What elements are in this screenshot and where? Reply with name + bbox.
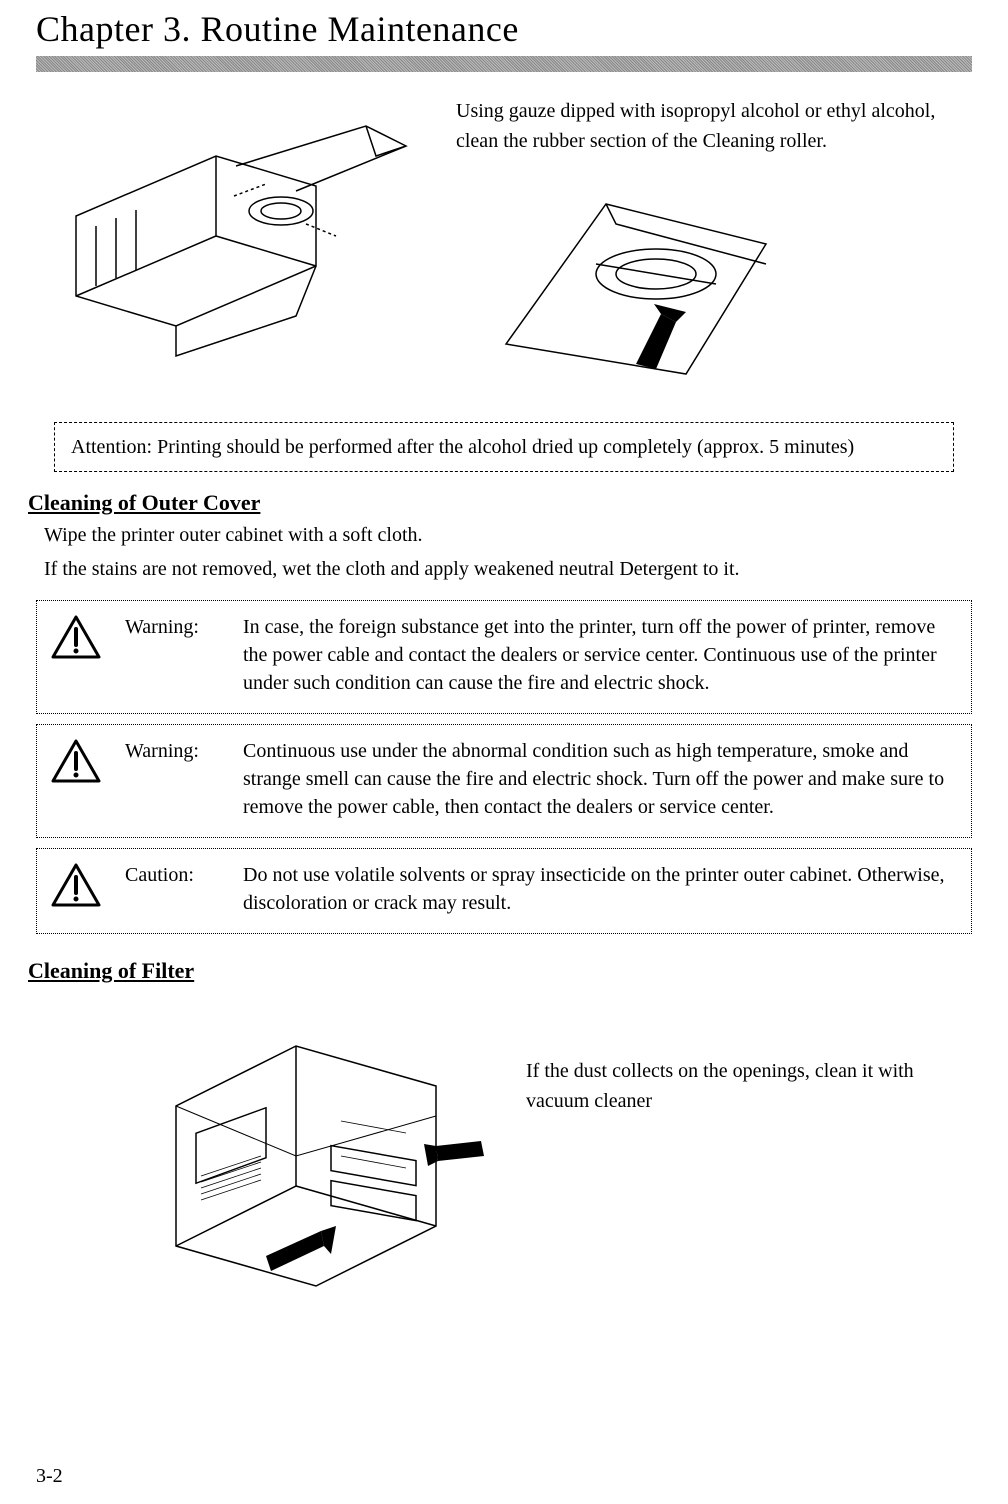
top-row: Using gauze dipped with isopropyl alcoho… [36, 96, 972, 394]
warning-icon [51, 737, 107, 821]
roller-closeup-figure [486, 164, 806, 394]
caution-box: Caution: Do not use volatile solvents or… [36, 848, 972, 934]
filter-text: If the dust collects on the openings, cl… [526, 996, 972, 1306]
intro-text: Using gauze dipped with isopropyl alcoho… [456, 96, 972, 156]
warning-box-2: Warning: Continuous use under the abnorm… [36, 724, 972, 838]
warning-label: Warning: [125, 613, 225, 697]
printer-rear-svg [106, 996, 506, 1306]
caution-text: Do not use volatile solvents or spray in… [243, 861, 957, 917]
chapter-title: Chapter 3. Routine Maintenance [36, 0, 972, 56]
section-outer-cover-heading: Cleaning of Outer Cover [28, 490, 972, 516]
warning-text: Continuous use under the abnormal condit… [243, 737, 957, 821]
printer-open-figure [36, 96, 436, 376]
warning-label: Warning: [125, 737, 225, 821]
attention-box: Attention: Printing should be performed … [54, 422, 954, 472]
page-number: 3-2 [36, 1465, 63, 1488]
warning-icon [51, 613, 107, 697]
outer-cover-line2: If the stains are not removed, wet the c… [44, 554, 972, 584]
caution-label: Caution: [125, 861, 225, 917]
warning-box-1: Warning: In case, the foreign substance … [36, 600, 972, 714]
outer-cover-line1: Wipe the printer outer cabinet with a so… [44, 520, 972, 550]
warning-text: In case, the foreign substance get into … [243, 613, 957, 697]
header-divider [36, 56, 972, 72]
printer-open-svg [36, 96, 436, 376]
roller-closeup-svg [486, 164, 806, 394]
printer-rear-figure [106, 996, 506, 1306]
top-right-column: Using gauze dipped with isopropyl alcoho… [456, 96, 972, 394]
warning-icon [51, 861, 107, 917]
filter-row: If the dust collects on the openings, cl… [36, 996, 972, 1306]
section-filter-heading: Cleaning of Filter [28, 958, 972, 984]
